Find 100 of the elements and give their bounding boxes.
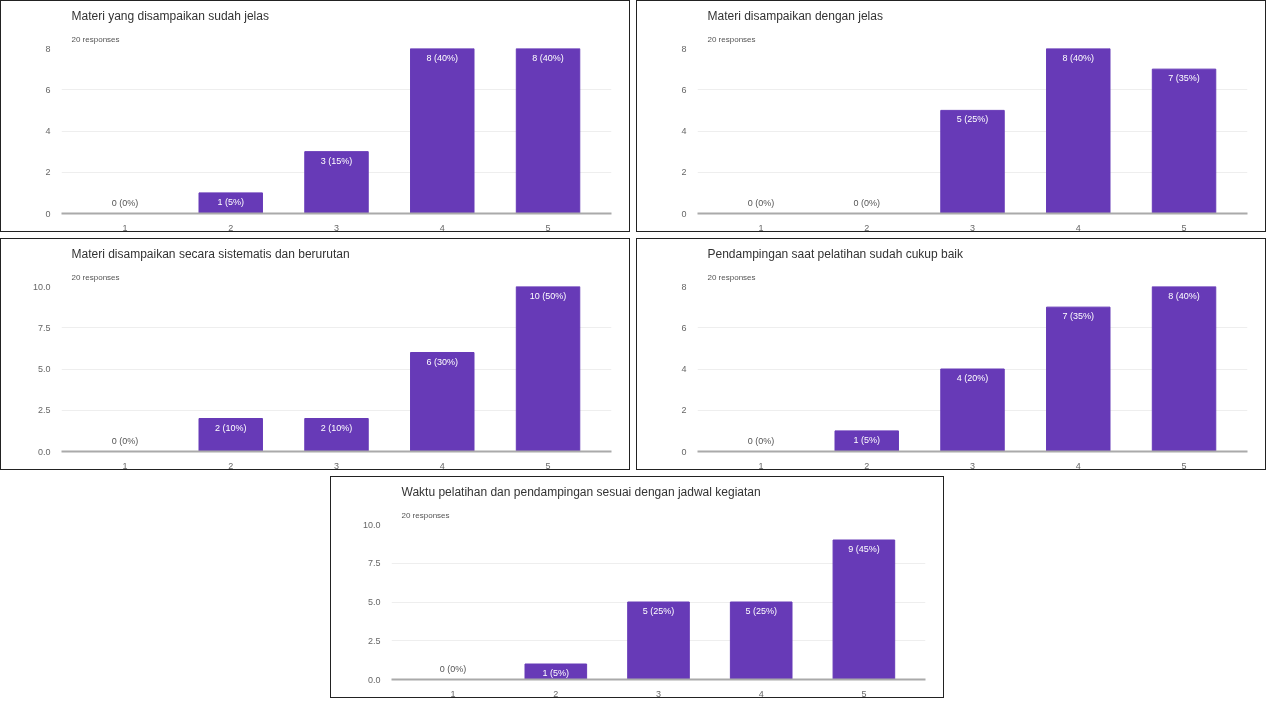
x-tick-label: 5: [1181, 460, 1187, 471]
bar: [304, 418, 369, 452]
data-label: 10 (50%): [529, 290, 567, 301]
x-tick-label: 5: [545, 222, 551, 233]
chart-subtitle: 20 responses: [401, 510, 450, 520]
y-tick-label: 6: [681, 84, 687, 95]
data-label: 0 (0%): [747, 435, 775, 446]
x-tick-label: 2: [864, 460, 870, 471]
bar: [627, 601, 690, 680]
x-tick-label: 4: [1075, 460, 1081, 471]
x-tick-label: 1: [122, 222, 128, 233]
bar: [1151, 286, 1217, 452]
y-tick-label: 2: [681, 405, 687, 416]
bar: [515, 48, 581, 214]
x-tick-label: 4: [439, 222, 445, 233]
x-tick-label: 4: [758, 688, 764, 699]
y-tick-label: 4: [681, 364, 687, 374]
y-tick-label: 0.0: [37, 446, 51, 457]
x-tick-label: 1: [758, 460, 764, 471]
data-label: 2 (10%): [214, 422, 247, 433]
x-tick-label: 3: [334, 460, 340, 471]
data-label: 8 (40%): [1062, 52, 1095, 63]
y-tick-label: 0: [681, 208, 687, 219]
y-tick-label: 6: [45, 84, 51, 95]
chart-subtitle: 20 responses: [707, 34, 756, 44]
y-tick-label: 4: [681, 126, 687, 136]
y-tick-label: 2.5: [37, 405, 51, 416]
data-label: 4 (20%): [956, 373, 989, 383]
y-tick-label: 8: [681, 281, 687, 292]
data-label: 0 (0%): [747, 197, 775, 208]
y-tick-label: 2: [45, 167, 51, 178]
data-label: 0 (0%): [111, 435, 139, 446]
chart-title: Pendampingan saat pelatihan sudah cukup baik: [707, 246, 965, 261]
data-label: 6 (30%): [426, 356, 459, 367]
data-label: 2 (10%): [320, 422, 353, 433]
chart-title: Materi yang disampaikan sudah jelas: [71, 8, 269, 23]
data-label: 0 (0%): [853, 197, 880, 208]
y-tick-label: 5.0: [37, 364, 51, 374]
bar: [1151, 68, 1217, 214]
bar: [832, 539, 896, 680]
data-label: 0 (0%): [439, 663, 467, 674]
data-label: 0 (0%): [111, 197, 139, 208]
y-tick-label: 2: [681, 167, 687, 178]
bar: [834, 430, 899, 452]
y-tick-label: 0: [45, 208, 51, 219]
chart-subtitle: 20 responses: [71, 34, 120, 44]
bar: [1046, 306, 1111, 452]
x-tick-label: 2: [864, 222, 870, 233]
data-label: 8 (40%): [532, 52, 564, 63]
data-label: 9 (45%): [848, 544, 880, 554]
bar: [1046, 48, 1111, 214]
y-tick-label: 0.0: [367, 674, 381, 685]
x-tick-label: 4: [439, 460, 445, 471]
x-tick-label: 3: [334, 222, 340, 233]
x-tick-label: 4: [1075, 222, 1081, 233]
data-label: 5 (25%): [956, 114, 989, 125]
chart-title: Materi disampaikan dengan jelas: [707, 8, 883, 23]
bar: [410, 48, 475, 214]
y-tick-label: 7.5: [37, 322, 51, 333]
data-label: 7 (35%): [1062, 311, 1095, 322]
x-tick-label: 2: [553, 688, 559, 699]
x-tick-label: 2: [228, 460, 234, 471]
x-tick-label: 1: [450, 688, 456, 699]
y-tick-label: 2.5: [367, 635, 381, 646]
y-tick-label: 8: [681, 43, 687, 54]
data-label: 1 (5%): [542, 668, 570, 678]
x-tick-label: 3: [656, 688, 662, 699]
chart-title: Materi disampaikan secara sistematis dan berurutan: [71, 246, 350, 261]
data-label: 5 (25%): [642, 606, 675, 616]
y-tick-label: 0: [681, 446, 687, 457]
chart-subtitle: 20 responses: [71, 272, 120, 282]
data-label: 8 (40%): [426, 52, 459, 63]
chart-subtitle: 20 responses: [707, 272, 756, 282]
bar: [198, 192, 263, 214]
x-tick-label: 2: [228, 222, 234, 233]
data-label: 1 (5%): [853, 434, 880, 445]
bar: [410, 352, 475, 452]
x-tick-label: 1: [758, 222, 764, 233]
y-tick-label: 7.5: [367, 558, 381, 569]
data-label: 1 (5%): [217, 196, 244, 207]
y-tick-label: 6: [681, 322, 687, 333]
x-tick-label: 3: [970, 222, 976, 233]
x-tick-label: 5: [1181, 222, 1187, 233]
bar: [940, 368, 1005, 452]
x-tick-label: 3: [970, 460, 976, 471]
data-label: 3 (15%): [320, 155, 353, 166]
bar: [198, 418, 263, 452]
y-tick-label: 10.0: [32, 281, 51, 292]
data-label: 7 (35%): [1168, 73, 1200, 84]
bar: [729, 601, 793, 680]
bar: [304, 151, 369, 214]
x-tick-label: 1: [122, 460, 128, 471]
chart-title: Waktu pelatihan dan pendampingan sesuai dengan jadwal kegiatan: [401, 484, 761, 499]
y-tick-label: 8: [45, 43, 51, 54]
y-tick-label: 4: [45, 126, 51, 136]
x-tick-label: 5: [545, 460, 551, 471]
data-label: 8 (40%): [1168, 290, 1200, 301]
x-tick-label: 5: [861, 688, 867, 699]
bar: [940, 109, 1005, 214]
y-tick-label: 10.0: [362, 519, 381, 530]
